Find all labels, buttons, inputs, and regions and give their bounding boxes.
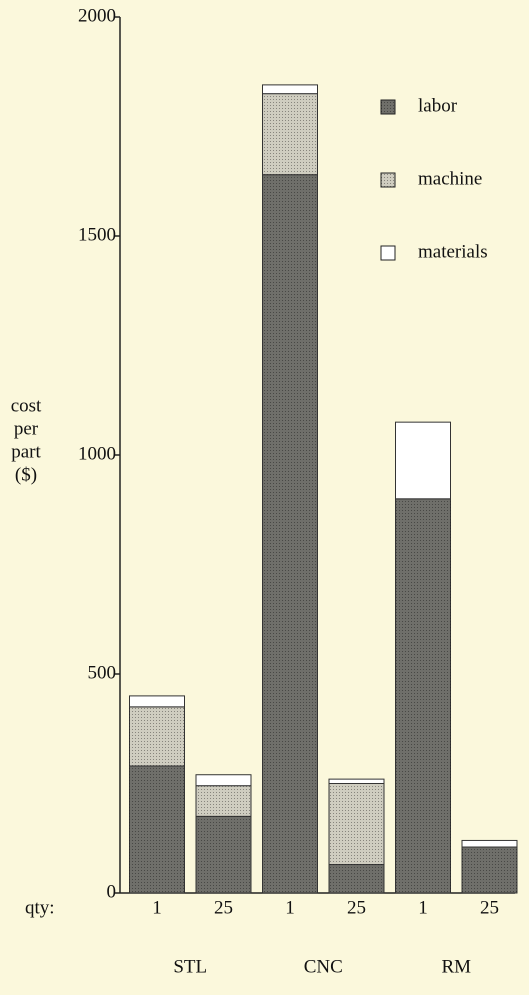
legend-texture	[381, 173, 395, 187]
qty-label: qty:	[25, 897, 55, 918]
legend-label: materials	[418, 241, 488, 262]
y-axis-label: cost	[11, 395, 42, 416]
bar-texture	[329, 783, 384, 865]
y-tick-label: 0	[107, 881, 117, 902]
y-axis-label: ($)	[15, 464, 37, 485]
x-tick-label: 1	[285, 897, 295, 918]
x-tick-label: 25	[480, 897, 499, 918]
bar-texture	[129, 706, 185, 766]
y-tick-label: 1500	[78, 224, 116, 245]
bar-texture	[196, 785, 251, 817]
bar-texture	[262, 174, 318, 893]
y-tick-label: 500	[88, 662, 117, 683]
bar-segment	[395, 421, 451, 500]
bar-segment	[129, 695, 185, 708]
x-tick-label: 25	[214, 897, 233, 918]
y-tick-label: 2000	[78, 5, 116, 26]
group-label: RM	[441, 956, 471, 977]
legend-label: machine	[418, 168, 482, 189]
group-label: STL	[173, 956, 207, 977]
bar-segment	[195, 774, 252, 787]
bar-segment	[461, 839, 518, 848]
bar-texture	[462, 847, 517, 893]
bar-texture	[262, 93, 318, 175]
legend-label: labor	[418, 95, 458, 116]
x-tick-label: 1	[152, 897, 162, 918]
bar-segment	[262, 84, 318, 95]
x-tick-label: 1	[418, 897, 428, 918]
bar-texture	[329, 864, 384, 893]
y-tick-label: 1000	[78, 443, 116, 464]
legend-swatch	[380, 245, 396, 261]
group-label: CNC	[304, 956, 343, 977]
bar-segment	[328, 778, 385, 784]
legend-texture	[381, 100, 395, 114]
y-axis-label: per	[14, 418, 39, 439]
bar-texture	[196, 816, 251, 893]
bar-texture	[129, 765, 185, 893]
y-axis-label: part	[11, 441, 41, 462]
x-tick-label: 25	[347, 897, 366, 918]
bar-texture	[395, 498, 451, 893]
